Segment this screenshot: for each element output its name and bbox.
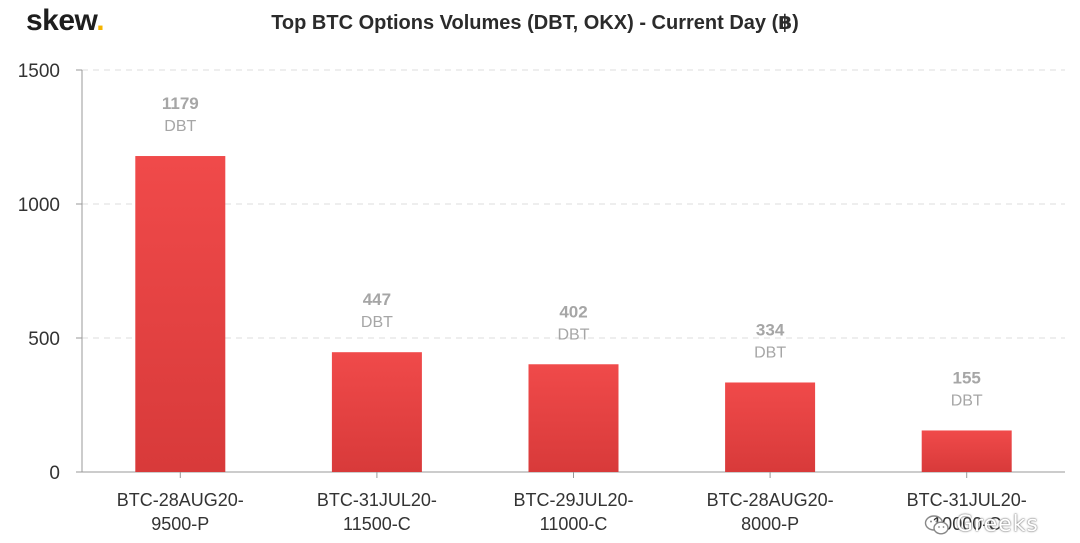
data-label-value: 334 <box>756 320 785 339</box>
watermark-text: Greeks <box>956 512 1039 537</box>
x-tick-label: BTC-31JUL20- <box>907 490 1027 510</box>
x-tick-label: 11500-C <box>343 514 411 534</box>
x-tick-label: BTC-28AUG20- <box>707 490 834 510</box>
data-label-value: 447 <box>363 290 391 309</box>
data-label-unit: DBT <box>558 326 590 343</box>
x-tick-label: BTC-28AUG20- <box>117 490 244 510</box>
data-label-value: 1179 <box>162 94 199 113</box>
x-tick-labels: BTC-28AUG20- 9500-P BTC-31JUL20- 11500-C BTC… <box>117 490 1027 534</box>
data-label-unit: DBT <box>361 314 393 331</box>
x-tick-label: BTC-29JUL20- <box>513 490 633 510</box>
bar <box>921 430 1012 472</box>
data-label-value: 155 <box>953 368 981 387</box>
y-tick-label: 1500 <box>18 61 60 82</box>
data-labels: 1179 DBT 447 DBT 402 DBT 334 DBT 155 DBT <box>162 94 983 409</box>
y-tick-label: 0 <box>49 463 60 484</box>
x-tick-label: 11000-C <box>540 514 608 534</box>
data-label-value: 402 <box>559 302 587 321</box>
logo-dot: . <box>96 4 105 37</box>
logo-text: skew <box>26 4 97 37</box>
bar <box>725 382 816 472</box>
bar <box>331 352 422 472</box>
y-tick-label: 500 <box>28 329 60 350</box>
x-tick-label: 9500-P <box>151 514 209 534</box>
gridlines <box>82 69 1065 339</box>
data-label-unit: DBT <box>164 118 196 135</box>
wechat-icon <box>924 515 949 535</box>
bar <box>528 364 619 472</box>
x-tick-label: 10000-C <box>932 514 1001 534</box>
data-label-unit: DBT <box>754 344 786 361</box>
bars <box>135 156 1012 472</box>
bar <box>135 156 226 472</box>
x-tick-label: 8000-P <box>741 514 799 534</box>
y-tick-label: 1000 <box>18 195 60 216</box>
x-tick-label: BTC-31JUL20- <box>317 490 437 510</box>
data-label-unit: DBT <box>951 392 983 409</box>
skew-logo: skew. <box>26 4 105 38</box>
chart-title: Top BTC Options Volumes (DBT, OKX) - Cur… <box>271 12 799 34</box>
